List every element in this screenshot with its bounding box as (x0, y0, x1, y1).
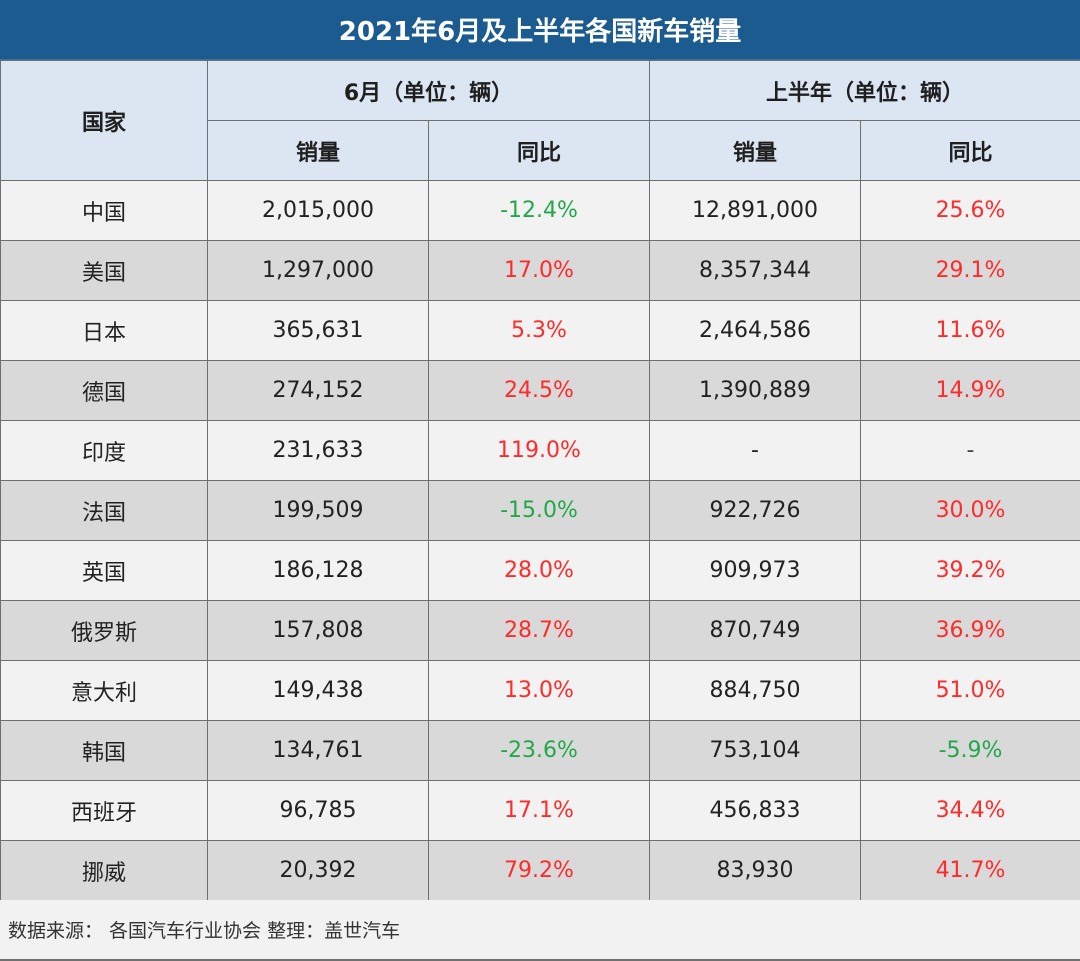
cell-june-sales: 274,152 (207, 360, 429, 421)
cell-june-sales: 96,785 (207, 780, 429, 841)
cell-h1-yoy: 29.1% (859, 240, 1080, 301)
cell-h1-sales: - (649, 420, 861, 481)
cell-h1-sales: 1,390,889 (649, 360, 861, 421)
cell-h1-yoy: - (859, 420, 1080, 481)
cell-june-sales: 365,631 (207, 300, 429, 361)
table-row: 俄罗斯 157,808 28.7% 870,749 36.9% (0, 600, 1080, 661)
cell-h1-yoy: 11.6% (859, 300, 1080, 361)
cell-june-yoy: 28.0% (428, 540, 650, 601)
table-row: 西班牙 96,785 17.1% 456,833 34.4% (0, 780, 1080, 841)
table-body: 中国 2,015,000 -12.4% 12,891,000 25.6% 美国 1,297,… (0, 180, 1080, 901)
cell-june-sales: 134,761 (207, 720, 429, 781)
cell-h1-yoy: 25.6% (859, 180, 1080, 241)
header-country: 国家 (0, 60, 208, 181)
cell-country: 韩国 (0, 720, 208, 781)
header-june-sales: 销量 (207, 120, 429, 181)
cell-h1-sales: 909,973 (649, 540, 861, 601)
cell-h1-yoy: 14.9% (859, 360, 1080, 421)
cell-h1-sales: 922,726 (649, 480, 861, 541)
cell-country: 法国 (0, 480, 208, 541)
cell-june-yoy: 79.2% (428, 840, 650, 901)
cell-country: 英国 (0, 540, 208, 601)
cell-june-yoy: 24.5% (428, 360, 650, 421)
cell-h1-sales: 884,750 (649, 660, 861, 721)
cell-h1-sales: 8,357,344 (649, 240, 861, 301)
table-row: 法国 199,509 -15.0% 922,726 30.0% (0, 480, 1080, 541)
cell-june-sales: 20,392 (207, 840, 429, 901)
cell-h1-sales: 870,749 (649, 600, 861, 661)
cell-june-yoy: 17.1% (428, 780, 650, 841)
header-h1-sales: 销量 (649, 120, 861, 181)
cell-country: 挪威 (0, 840, 208, 901)
cell-h1-yoy: -5.9% (859, 720, 1080, 781)
cell-june-sales: 199,509 (207, 480, 429, 541)
table-row: 挪威 20,392 79.2% 83,930 41.7% (0, 840, 1080, 901)
cell-june-yoy: 5.3% (428, 300, 650, 361)
source-note: 数据来源： 各国汽车行业协会 整理：盖世汽车 (0, 900, 1080, 961)
cell-country: 印度 (0, 420, 208, 481)
cell-june-yoy: 17.0% (428, 240, 650, 301)
table-row: 美国 1,297,000 17.0% 8,357,344 29.1% (0, 240, 1080, 301)
cell-country: 美国 (0, 240, 208, 301)
cell-june-yoy: 28.7% (428, 600, 650, 661)
cell-country: 中国 (0, 180, 208, 241)
cell-h1-sales: 12,891,000 (649, 180, 861, 241)
cell-june-sales: 1,297,000 (207, 240, 429, 301)
header-june-group: 6月（单位：辆） (207, 60, 650, 121)
cell-country: 意大利 (0, 660, 208, 721)
cell-h1-sales: 83,930 (649, 840, 861, 901)
cell-june-yoy: 119.0% (428, 420, 650, 481)
cell-june-sales: 231,633 (207, 420, 429, 481)
table-row: 日本 365,631 5.3% 2,464,586 11.6% (0, 300, 1080, 361)
cell-h1-yoy: 36.9% (859, 600, 1080, 661)
table-title: 2021年6月及上半年各国新车销量 (0, 0, 1080, 60)
cell-june-yoy: -23.6% (428, 720, 650, 781)
cell-june-yoy: -12.4% (428, 180, 650, 241)
cell-h1-sales: 456,833 (649, 780, 861, 841)
cell-june-yoy: 13.0% (428, 660, 650, 721)
cell-june-sales: 149,438 (207, 660, 429, 721)
header-june-yoy: 同比 (428, 120, 650, 181)
table-row: 德国 274,152 24.5% 1,390,889 14.9% (0, 360, 1080, 421)
cell-h1-yoy: 34.4% (859, 780, 1080, 841)
cell-country: 西班牙 (0, 780, 208, 841)
header-h1-group: 上半年（单位：辆） (648, 60, 1080, 121)
cell-h1-yoy: 41.7% (859, 840, 1080, 901)
table-row: 意大利 149,438 13.0% 884,750 51.0% (0, 660, 1080, 721)
cell-country: 日本 (0, 300, 208, 361)
cell-h1-sales: 2,464,586 (649, 300, 861, 361)
cell-country: 德国 (0, 360, 208, 421)
cell-june-sales: 2,015,000 (207, 180, 429, 241)
cell-h1-yoy: 30.0% (859, 480, 1080, 541)
cell-h1-yoy: 39.2% (859, 540, 1080, 601)
table-row: 印度 231,633 119.0% - - (0, 420, 1080, 481)
table-row: 韩国 134,761 -23.6% 753,104 -5.9% (0, 720, 1080, 781)
sales-table: 国家 6月（单位：辆） 上半年（单位：辆） 销量 同比 销量 同比 中国 2,01… (0, 60, 1080, 901)
cell-june-yoy: -15.0% (428, 480, 650, 541)
cell-h1-sales: 753,104 (649, 720, 861, 781)
cell-june-sales: 157,808 (207, 600, 429, 661)
cell-h1-yoy: 51.0% (859, 660, 1080, 721)
cell-country: 俄罗斯 (0, 600, 208, 661)
table-row: 英国 186,128 28.0% 909,973 39.2% (0, 540, 1080, 601)
header-h1-yoy: 同比 (859, 120, 1080, 181)
table-row: 中国 2,015,000 -12.4% 12,891,000 25.6% (0, 180, 1080, 241)
cell-june-sales: 186,128 (207, 540, 429, 601)
